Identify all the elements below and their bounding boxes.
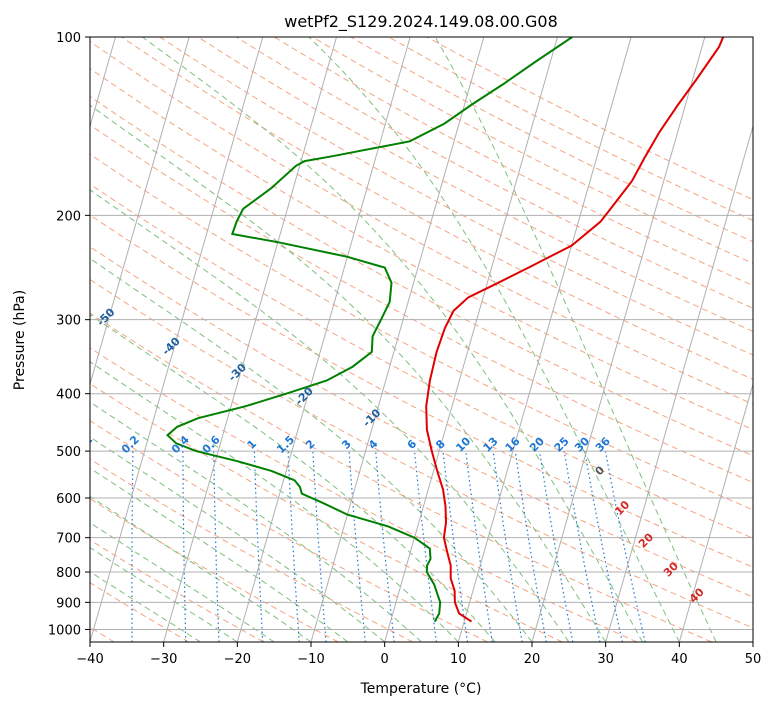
mixing-ratio-line xyxy=(287,451,300,642)
mixing-ratio-line xyxy=(348,451,366,642)
y-tick-label: 900 xyxy=(56,596,81,611)
moist-adiabat xyxy=(434,37,717,642)
isotherm xyxy=(605,124,753,642)
dewpoint-line xyxy=(166,37,573,623)
isotherm xyxy=(384,37,558,642)
mixing-ratio-label: 0.1 xyxy=(72,433,95,456)
x-tick-label: 50 xyxy=(745,652,762,667)
dry-adiabat xyxy=(159,37,753,356)
dry-adiabat xyxy=(274,37,753,287)
dry-adiabat xyxy=(235,37,753,309)
moist-adiabat xyxy=(142,37,643,642)
y-tick-label: 800 xyxy=(56,566,81,581)
plot-frame xyxy=(89,36,754,643)
dry-adiabat xyxy=(426,37,753,201)
x-tick-label: 0 xyxy=(381,652,389,667)
dry-adiabat xyxy=(90,312,712,642)
x-tick-label: −10 xyxy=(297,652,324,667)
moist-adiabat xyxy=(90,104,607,642)
dry-adiabats xyxy=(90,37,753,642)
dry-adiabat xyxy=(90,347,638,642)
moist-adiabat xyxy=(90,401,422,642)
mixing-ratio-line xyxy=(131,451,134,642)
y-tick-label: 400 xyxy=(56,388,81,403)
mixing-ratio-line xyxy=(253,451,264,642)
mixing-ratio-line xyxy=(492,451,523,642)
mixing-ratio-line xyxy=(604,450,646,642)
isotherm xyxy=(678,382,753,642)
dry-adiabat xyxy=(90,278,753,629)
mixing-ratio-line xyxy=(563,451,601,642)
dry-adiabat xyxy=(90,246,753,598)
isotherm xyxy=(236,37,411,642)
y-tick-label: 600 xyxy=(56,492,81,507)
y-tick-label: 100 xyxy=(56,31,81,46)
x-tick-label: 30 xyxy=(597,652,614,667)
profile-lines xyxy=(166,37,725,623)
mixing-ratio-line xyxy=(413,451,437,642)
mixing-ratio-line xyxy=(584,450,623,642)
dry-adiabat xyxy=(312,37,753,264)
dry-adiabat xyxy=(388,37,753,222)
x-tick-label: −40 xyxy=(76,652,103,667)
dry-adiabat xyxy=(197,37,753,332)
mixing-ratio-line xyxy=(375,451,395,642)
y-axis-title: Pressure (hPa) xyxy=(12,290,28,390)
isotherm xyxy=(90,37,190,386)
x-tick-label: 40 xyxy=(671,652,688,667)
mixing-ratio-line xyxy=(465,451,493,642)
dry-adiabat xyxy=(90,214,753,568)
isotherm xyxy=(310,37,485,642)
dry-adiabat xyxy=(350,37,753,243)
mixing-ratio-line xyxy=(538,451,574,642)
y-tick-label: 200 xyxy=(56,209,81,224)
y-tick-label: 500 xyxy=(56,445,81,460)
mixing-ratio-line xyxy=(182,451,187,642)
dry-adiabat xyxy=(90,458,414,642)
dry-adiabat xyxy=(90,124,753,484)
y-tick-label: 700 xyxy=(56,532,81,547)
dry-adiabat xyxy=(90,183,753,539)
mixing-ratio-line xyxy=(442,451,469,642)
isotherm xyxy=(531,37,706,642)
dry-adiabat xyxy=(121,37,753,380)
x-tick-label: −20 xyxy=(224,652,251,667)
x-axis-ticks: −40 −30 −20 −10 0 10 20 30 40 50 xyxy=(76,642,761,667)
moist-adiabat xyxy=(90,361,459,642)
y-tick-label: 1000 xyxy=(48,623,81,638)
isotherm xyxy=(163,37,337,642)
isotherms xyxy=(90,37,753,642)
y-axis-ticks: 100 200 300 400 500 600 700 800 900 1000 xyxy=(48,31,90,638)
plot-area: -100-90-80-70-60-50-40-30-20-100.10.20.4… xyxy=(72,37,753,642)
y-tick-label: 300 xyxy=(56,314,81,329)
moist-adiabat xyxy=(308,37,680,642)
mixing-ratio-line xyxy=(312,451,327,642)
x-tick-label: 10 xyxy=(450,652,467,667)
isotherm xyxy=(457,37,632,642)
dry-adiabat xyxy=(90,95,753,457)
moist-adiabat xyxy=(90,189,570,642)
x-tick-label: 20 xyxy=(524,652,541,667)
moist-adiabat xyxy=(90,257,533,642)
dry-adiabat xyxy=(90,40,753,405)
isotherm xyxy=(90,37,264,642)
mixing-ratio-line xyxy=(213,451,220,642)
temperature-line xyxy=(425,37,725,623)
dry-adiabat xyxy=(90,67,753,431)
pressure-gridlines xyxy=(90,37,753,630)
x-tick-label: −30 xyxy=(150,652,177,667)
moist-adiabat xyxy=(90,495,312,642)
chart-title: wetPf2_S129.2024.149.08.00.G08 xyxy=(284,12,558,32)
x-axis-title: Temperature (°C) xyxy=(360,681,482,697)
